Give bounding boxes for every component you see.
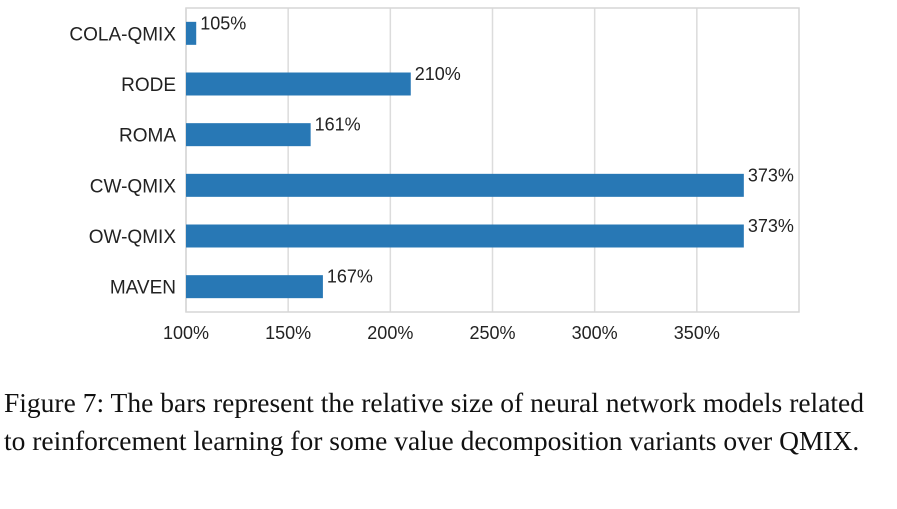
data-labels: 105% 210% 161% 373% 373% 167% <box>200 13 794 286</box>
bar-value-label: 210% <box>415 64 461 84</box>
y-tick-label: MAVEN <box>110 278 176 299</box>
grid-lines <box>185 8 698 312</box>
bar-chart: 105% 210% 161% 373% 373% 167% COLA-QMIX RODE RO… <box>69 7 800 343</box>
bar <box>186 123 311 147</box>
bars <box>186 21 744 299</box>
y-tick-label: CW-QMIX <box>90 176 177 197</box>
y-axis-tick-labels: COLA-QMIX RODE ROMA CW-QMIX OW-QMIX MAVEN <box>69 24 176 298</box>
bar-value-label: 161% <box>315 115 361 135</box>
figure-caption: Figure 7: The bars represent the relativ… <box>4 387 864 456</box>
y-tick-label: RODE <box>121 75 176 96</box>
x-tick-label: 150% <box>265 323 311 343</box>
x-axis-tick-labels: 100% 150% 200% 250% 300% 350% <box>163 323 720 343</box>
plot-frame <box>185 7 800 313</box>
x-tick-label: 250% <box>469 323 515 343</box>
bar-value-label: 373% <box>748 216 794 236</box>
x-tick-label: 200% <box>367 323 413 343</box>
x-tick-label: 300% <box>572 323 618 343</box>
bar <box>186 21 197 45</box>
bar <box>186 173 744 197</box>
y-tick-label: COLA-QMIX <box>69 24 176 45</box>
bar <box>186 275 323 299</box>
y-tick-label: ROMA <box>119 126 176 147</box>
bar-value-label: 105% <box>200 13 246 33</box>
bar <box>186 72 411 96</box>
y-tick-label: OW-QMIX <box>89 227 177 248</box>
x-tick-label: 100% <box>163 323 209 343</box>
bar <box>186 224 744 248</box>
x-tick-label: 350% <box>674 323 720 343</box>
bar-value-label: 167% <box>327 267 373 287</box>
bar-value-label: 373% <box>748 165 794 185</box>
